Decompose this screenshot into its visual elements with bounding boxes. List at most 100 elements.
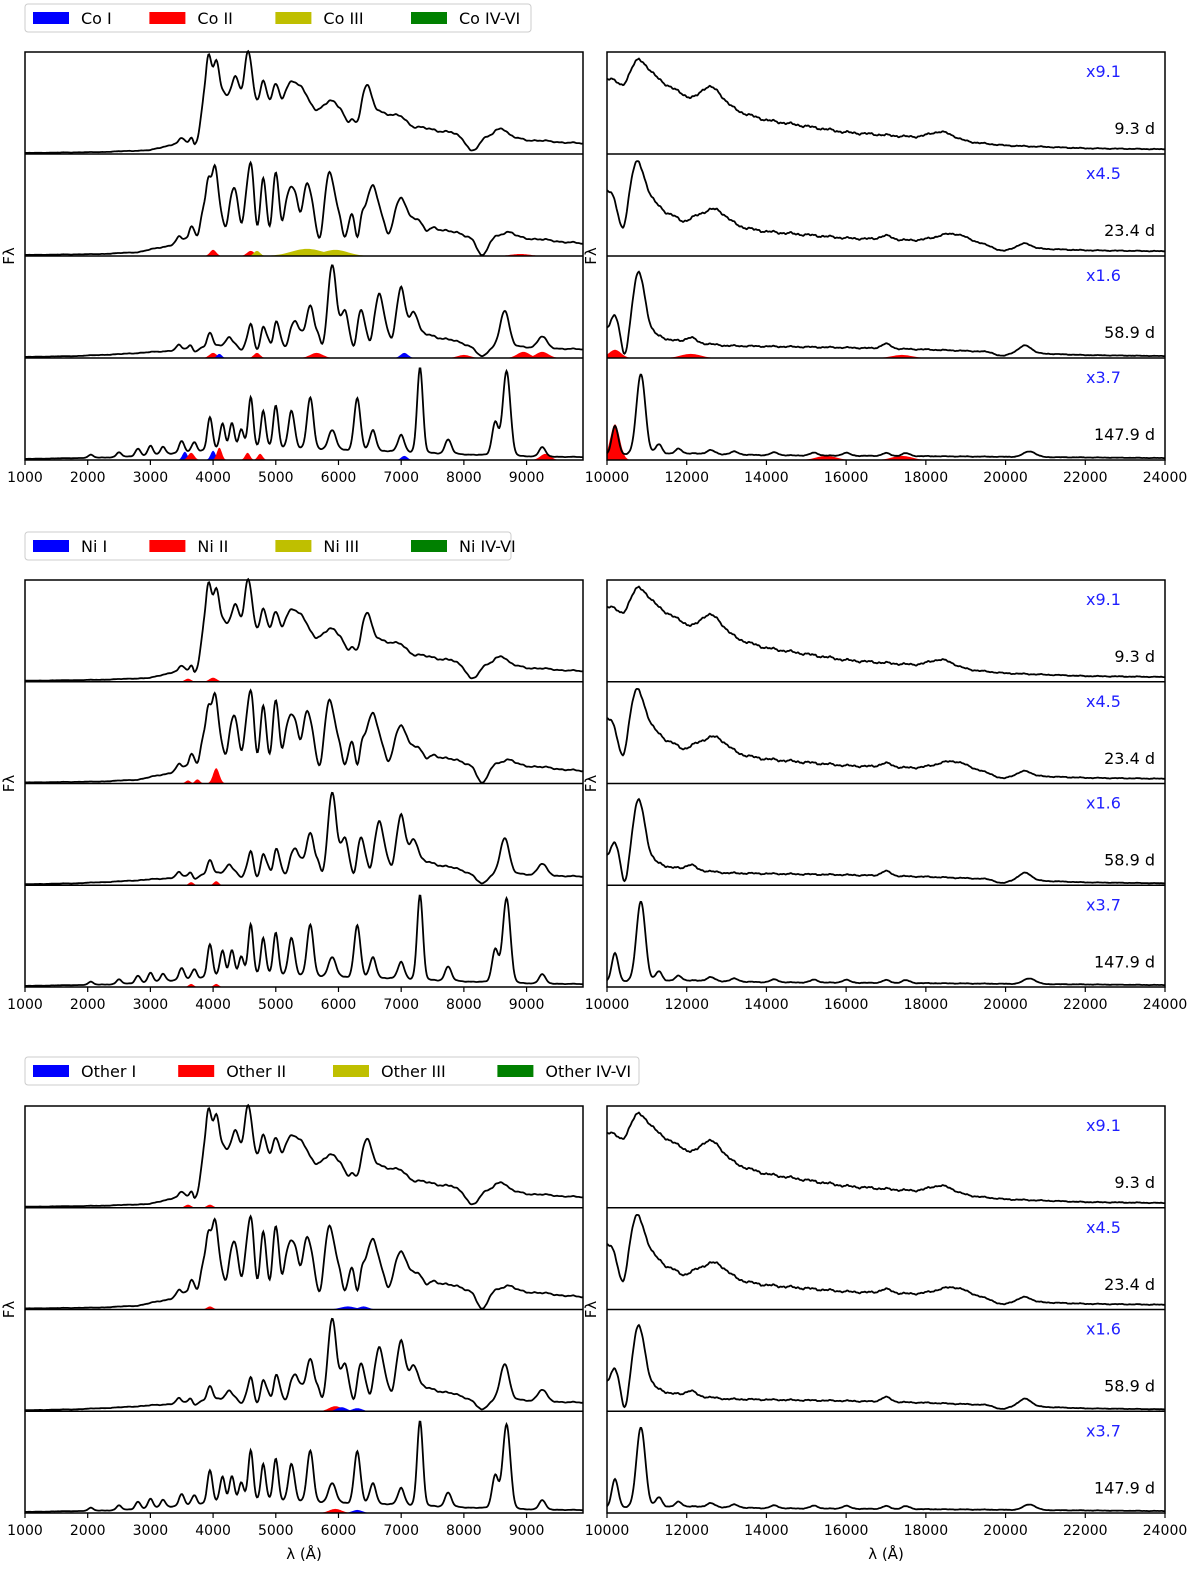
ir-x-tick-label: 14000 — [744, 997, 789, 1013]
optical-spectrum-3 — [25, 264, 584, 358]
optical-contribution-3-1 — [208, 881, 224, 886]
ir-contribution-3-1 — [660, 353, 721, 358]
optical-contribution-4-1 — [181, 452, 201, 460]
optical-x-tick-label: 6000 — [321, 470, 357, 486]
optical-contribution-2-2 — [206, 768, 226, 784]
ir-panel-frame — [606, 579, 1166, 988]
legend-swatch-3 — [275, 540, 312, 552]
optical-y-axis-label: Fλ — [0, 1301, 18, 1319]
scale-label: x3.7 — [1086, 895, 1121, 914]
scale-label: x1.6 — [1086, 794, 1121, 813]
scale-label: x4.5 — [1086, 164, 1121, 183]
ir-spectrum-4 — [606, 373, 1166, 460]
optical-spectrum-2 — [25, 688, 584, 784]
ir-x-tick-label: 14000 — [744, 470, 789, 486]
legend: Other I Other II Other III Other IV-VI — [24, 1056, 640, 1086]
ir-x-tick-label: 18000 — [904, 470, 949, 486]
optical-contribution-3-2 — [342, 1408, 373, 1412]
optical-contribution-2-2 — [247, 250, 267, 256]
legend-label-4: Co IV-VI — [459, 9, 520, 28]
optical-contribution-2-0 — [200, 1306, 220, 1310]
scale-label: x9.1 — [1086, 1116, 1121, 1135]
epoch-label: 147.9 d — [1094, 1478, 1155, 1497]
ir-spectrum-3 — [606, 270, 1166, 358]
optical-x-tick-label: 8000 — [446, 1523, 482, 1539]
chart-block-1: Co I Co II Co III Co IV-VI x9.1 9.3 d x4.5 23.4… — [0, 3, 1187, 486]
optical-contribution-3-5 — [445, 354, 483, 358]
legend-label-4: Ni IV-VI — [459, 537, 516, 556]
ir-x-tick-label: 24000 — [1143, 997, 1188, 1013]
epoch-label: 23.4 d — [1104, 749, 1155, 768]
optical-x-tick-label: 7000 — [383, 470, 419, 486]
optical-contribution-3-4 — [393, 352, 416, 358]
optical-panel-frame — [24, 579, 584, 988]
optical-contribution-4-3 — [211, 447, 227, 460]
legend-label-2: Other II — [226, 1062, 286, 1081]
ir-panel-frame — [606, 1105, 1166, 1514]
optical-contribution-1-1 — [200, 1204, 220, 1208]
optical-x-tick-label: 3000 — [133, 997, 169, 1013]
legend-swatch-3 — [275, 12, 312, 24]
chart-block-3: Other I Other II Other III Other IV-VI x9.1 9… — [0, 1056, 1187, 1563]
epoch-label: 9.3 d — [1114, 1173, 1155, 1192]
ir-x-tick-label: 14000 — [744, 1523, 789, 1539]
optical-x-tick-label: 6000 — [321, 1523, 357, 1539]
legend-label-4: Other IV-VI — [545, 1062, 631, 1081]
legend-swatch-1 — [33, 12, 69, 24]
optical-x-tick-label: 4000 — [195, 470, 231, 486]
ir-x-tick-label: 18000 — [904, 1523, 949, 1539]
scale-label: x1.6 — [1086, 1320, 1121, 1339]
scale-label: x9.1 — [1086, 62, 1121, 81]
ir-x-tick-label: 12000 — [664, 1523, 709, 1539]
ir-y-axis-label: Fλ — [582, 247, 600, 265]
optical-x-tick-label: 1000 — [7, 470, 43, 486]
ir-spectrum-1 — [606, 585, 1166, 679]
optical-x-tick-label: 4000 — [195, 997, 231, 1013]
optical-x-tick-label: 9000 — [509, 1523, 545, 1539]
epoch-label: 58.9 d — [1104, 851, 1155, 870]
scale-label: x1.6 — [1086, 266, 1121, 285]
legend-label-3: Co III — [323, 9, 363, 28]
legend-box — [24, 1056, 640, 1086]
optical-contribution-3-3 — [297, 352, 336, 358]
epoch-label: 9.3 d — [1114, 119, 1155, 138]
optical-contribution-3-0 — [183, 882, 199, 886]
optical-x-tick-label: 1000 — [7, 1523, 43, 1539]
ir-spectrum-3 — [606, 797, 1165, 885]
ir-x-tick-label: 20000 — [983, 1523, 1028, 1539]
optical-x-tick-label: 2000 — [70, 470, 106, 486]
optical-spectrum-4 — [25, 894, 583, 987]
optical-spectrum-2 — [25, 1214, 584, 1310]
legend: Co I Co II Co III Co IV-VI — [24, 3, 532, 33]
ir-spectrum-1 — [606, 1111, 1166, 1205]
optical-contribution-3-1 — [326, 1407, 357, 1412]
optical-y-axis-label: Fλ — [0, 775, 18, 793]
scale-label: x3.7 — [1086, 1421, 1121, 1440]
optical-contribution-1-0 — [178, 678, 198, 682]
ir-x-tick-label: 22000 — [1063, 470, 1108, 486]
optical-contribution-3-2 — [247, 352, 267, 358]
optical-contribution-4-0 — [316, 1508, 355, 1513]
legend-swatch-1 — [33, 540, 69, 552]
legend-label-3: Other III — [381, 1062, 446, 1081]
legend-swatch-4 — [411, 12, 447, 24]
optical-x-tick-label: 7000 — [383, 1523, 419, 1539]
optical-spectrum-1 — [25, 1103, 584, 1208]
optical-contribution-2-0 — [180, 780, 196, 784]
ir-y-axis-label: Fλ — [582, 1301, 600, 1319]
ir-spectrum-4 — [606, 900, 1166, 987]
scale-label: x9.1 — [1086, 590, 1121, 609]
ir-spectrum-3 — [606, 1323, 1165, 1411]
ir-x-tick-label: 18000 — [904, 997, 949, 1013]
epoch-label: 23.4 d — [1104, 1275, 1155, 1294]
optical-x-tick-label: 8000 — [446, 997, 482, 1013]
ir-contribution-3-2 — [872, 354, 932, 358]
optical-contribution-4-6 — [394, 455, 414, 460]
ir-spectrum-1 — [606, 57, 1166, 151]
optical-contribution-4-7 — [530, 453, 561, 460]
legend-swatch-4 — [411, 540, 447, 552]
optical-contribution-3-1 — [211, 353, 227, 358]
optical-x-tick-label: 5000 — [258, 997, 294, 1013]
legend-label-2: Ni II — [197, 537, 228, 556]
